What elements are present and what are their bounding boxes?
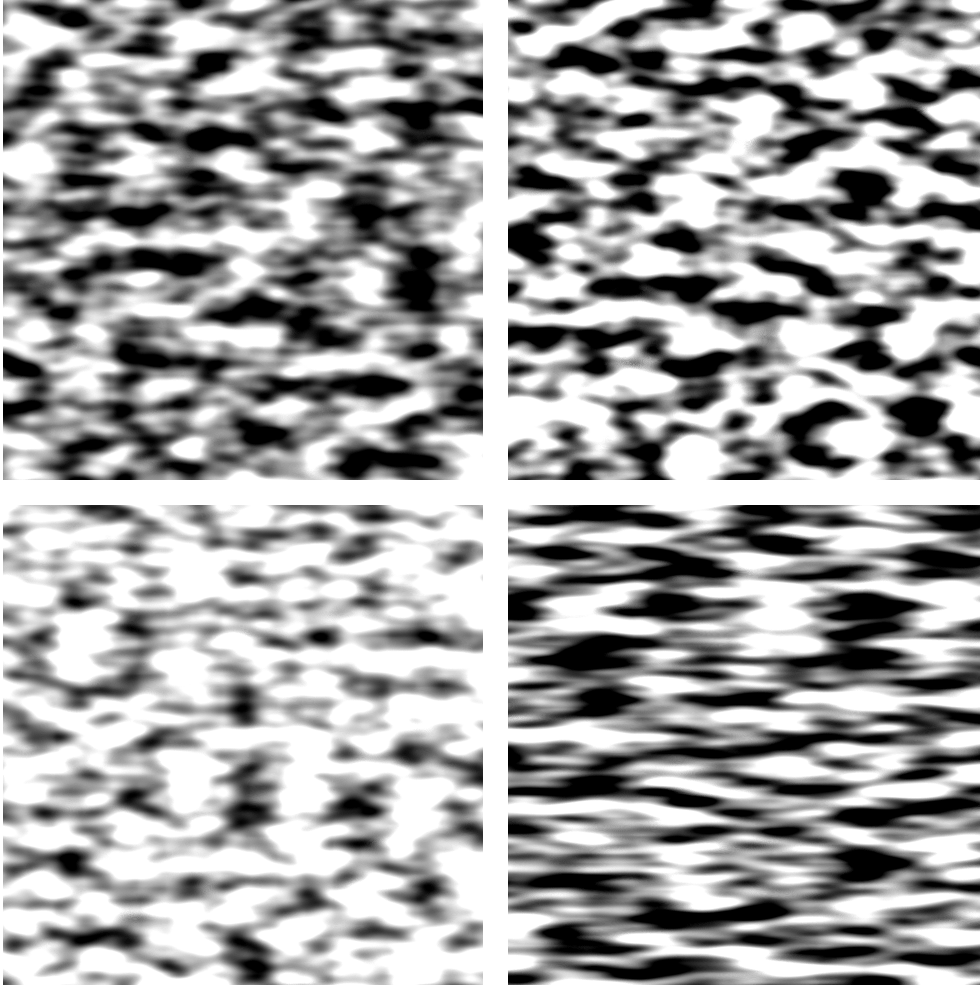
texture-panel [508, 0, 980, 480]
texture-grid [0, 0, 980, 986]
texture-panel [508, 505, 980, 985]
texture-panel [3, 505, 483, 985]
texture-panel [3, 0, 483, 480]
page [0, 0, 980, 986]
